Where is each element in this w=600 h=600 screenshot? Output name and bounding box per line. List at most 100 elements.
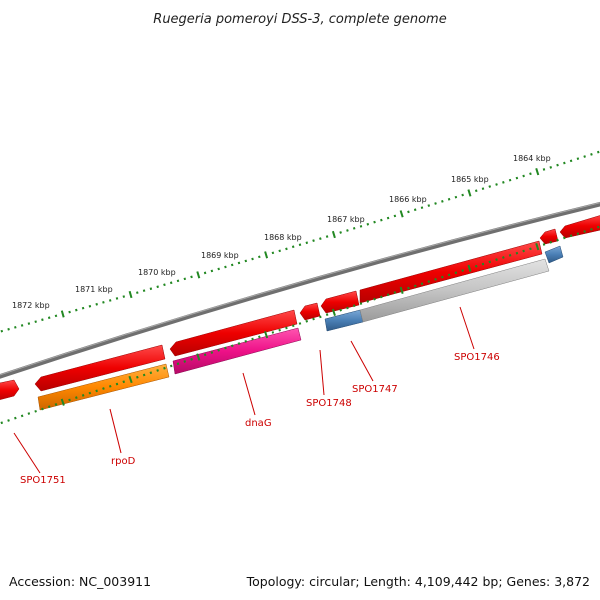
major-tick bbox=[467, 189, 472, 197]
minor-tick bbox=[169, 364, 173, 368]
minor-tick bbox=[27, 322, 31, 325]
spo1746-feature-tip[interactable] bbox=[544, 245, 564, 264]
spo1746-feature[interactable] bbox=[359, 258, 550, 323]
minor-tick bbox=[88, 391, 92, 395]
minor-tick bbox=[393, 214, 397, 218]
minor-tick bbox=[190, 357, 193, 361]
outer-scale-ring bbox=[0, 150, 600, 333]
minor-tick bbox=[386, 216, 390, 220]
cds-arrow[interactable] bbox=[34, 344, 166, 392]
topology-text: Topology: circular; Length: 4,109,442 bp… bbox=[246, 574, 590, 589]
minor-tick bbox=[596, 225, 600, 229]
minor-tick bbox=[542, 243, 546, 246]
gene-label-dnag[interactable]: dnaG bbox=[245, 418, 272, 429]
minor-tick bbox=[427, 280, 431, 283]
cds-arrow[interactable] bbox=[299, 302, 321, 321]
minor-tick bbox=[569, 159, 573, 163]
genome-backbone-highlight bbox=[0, 202, 600, 376]
gene-label-spo1748[interactable]: SPO1748 bbox=[306, 398, 352, 409]
minor-tick bbox=[176, 362, 180, 366]
minor-tick bbox=[75, 308, 78, 312]
minor-tick bbox=[474, 189, 478, 193]
major-tick bbox=[331, 308, 336, 317]
minor-tick bbox=[339, 308, 342, 312]
genome-backbone bbox=[0, 201, 600, 379]
minor-tick bbox=[420, 206, 424, 209]
minor-tick bbox=[81, 393, 85, 397]
minor-tick bbox=[386, 293, 390, 297]
minor-tick bbox=[339, 231, 342, 234]
minor-tick bbox=[413, 284, 417, 288]
minor-tick bbox=[502, 256, 505, 259]
kbp-label-1872: 1872 kbp bbox=[12, 301, 50, 310]
spo1747-feature[interactable] bbox=[324, 309, 364, 332]
minor-tick bbox=[522, 174, 525, 178]
minor-tick bbox=[352, 227, 356, 230]
minor-tick bbox=[163, 366, 166, 370]
minor-tick bbox=[7, 327, 10, 331]
minor-tick bbox=[34, 320, 37, 323]
cds-arrow[interactable] bbox=[539, 228, 559, 245]
minor-tick bbox=[481, 262, 485, 266]
minor-tick bbox=[583, 155, 586, 158]
minor-tick bbox=[237, 261, 241, 265]
callout-line-spo1751 bbox=[13, 432, 41, 474]
minor-tick bbox=[359, 302, 363, 305]
gene-callouts bbox=[13, 306, 475, 474]
minor-tick bbox=[14, 416, 17, 420]
minor-tick bbox=[230, 263, 234, 267]
minor-tick bbox=[142, 373, 146, 377]
minor-tick bbox=[576, 157, 580, 160]
minor-tick bbox=[447, 273, 451, 277]
cds-arrow[interactable] bbox=[0, 379, 20, 401]
gene-label-spo1751[interactable]: SPO1751 bbox=[20, 475, 66, 486]
minor-tick bbox=[325, 235, 329, 238]
kbp-label-1864: 1864 kbp bbox=[513, 154, 551, 163]
minor-tick bbox=[47, 405, 51, 409]
kbp-label-1868: 1868 kbp bbox=[264, 233, 302, 242]
major-tick bbox=[264, 330, 269, 339]
minor-tick bbox=[68, 310, 71, 314]
cds-arrow[interactable] bbox=[359, 240, 543, 304]
minor-tick bbox=[298, 322, 302, 325]
minor-tick bbox=[549, 165, 553, 169]
minor-tick bbox=[244, 339, 248, 343]
minor-tick bbox=[54, 314, 58, 318]
minor-tick bbox=[278, 328, 281, 332]
minor-tick bbox=[41, 407, 44, 411]
minor-tick bbox=[590, 227, 593, 231]
cds-arrow[interactable] bbox=[169, 309, 298, 357]
cds-arrow[interactable] bbox=[320, 290, 360, 314]
gene-label-spo1746[interactable]: SPO1746 bbox=[454, 352, 500, 363]
callout-line-spo1748 bbox=[319, 349, 325, 396]
minor-tick bbox=[68, 398, 71, 402]
rpod-feature[interactable] bbox=[37, 363, 170, 411]
minor-tick bbox=[122, 295, 126, 298]
inner-features bbox=[37, 245, 564, 411]
minor-tick bbox=[251, 257, 254, 261]
major-tick bbox=[128, 290, 133, 299]
minor-tick bbox=[95, 389, 98, 393]
minor-tick bbox=[258, 255, 261, 259]
minor-tick bbox=[176, 279, 180, 283]
minor-tick bbox=[508, 254, 512, 257]
kbp-label-1870: 1870 kbp bbox=[138, 268, 176, 277]
minor-tick bbox=[556, 163, 559, 167]
minor-tick bbox=[413, 208, 417, 212]
minor-tick bbox=[502, 180, 505, 184]
minor-tick bbox=[163, 283, 166, 287]
dnag-feature[interactable] bbox=[172, 327, 302, 375]
gene-label-spo1747[interactable]: SPO1747 bbox=[352, 384, 398, 395]
cds-arrow[interactable] bbox=[559, 214, 600, 239]
minor-tick bbox=[576, 232, 580, 235]
minor-tick bbox=[203, 353, 207, 357]
major-tick bbox=[196, 271, 201, 279]
minor-tick bbox=[224, 265, 227, 269]
gene-label-rpod[interactable]: rpoD bbox=[111, 456, 136, 467]
minor-tick bbox=[41, 318, 44, 322]
minor-tick bbox=[149, 287, 153, 291]
minor-tick bbox=[203, 271, 207, 275]
major-tick bbox=[196, 353, 201, 361]
minor-tick bbox=[488, 260, 492, 264]
